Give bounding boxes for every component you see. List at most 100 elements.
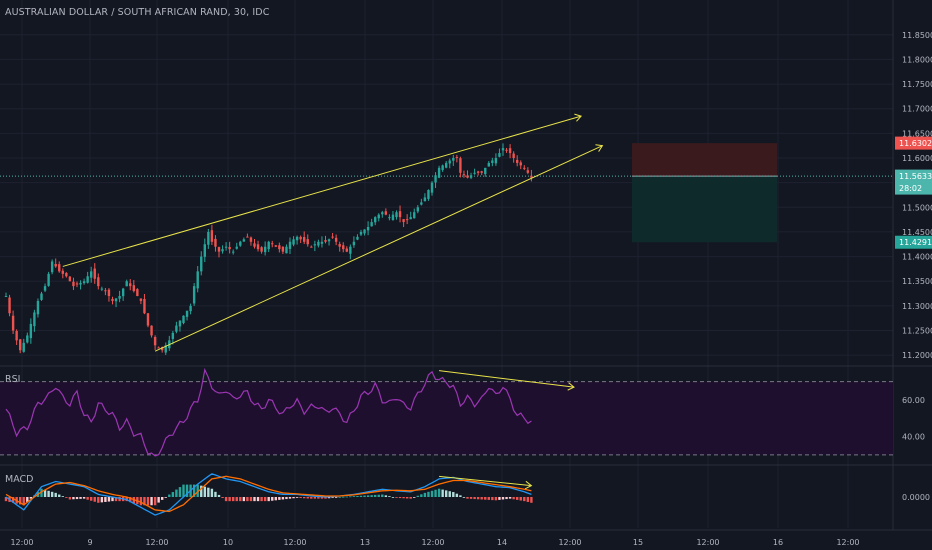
macd-histogram-bar: [242, 497, 246, 502]
macd-histogram-bar: [196, 484, 199, 497]
candle-up: [242, 239, 246, 242]
candle-up: [114, 298, 118, 302]
candle-up: [36, 300, 40, 315]
macd-histogram-bar: [476, 497, 480, 500]
candle-down: [281, 246, 285, 252]
macd-histogram-bar: [118, 497, 121, 502]
candle-down: [107, 289, 111, 296]
macd-histogram-bar: [260, 497, 263, 502]
candle-up: [86, 276, 89, 283]
macd-histogram-bar: [423, 492, 427, 497]
price-tick-label: 11.8000: [902, 55, 932, 64]
macd-histogram-bar: [285, 497, 288, 500]
time-tick-label: 12:00: [10, 538, 33, 547]
macd-histogram-bar: [111, 497, 114, 502]
macd-histogram-bar: [274, 497, 277, 501]
candle-down: [476, 171, 480, 173]
candle-up: [427, 190, 430, 199]
macd-histogram-bar: [146, 497, 150, 506]
candle-down: [228, 247, 231, 250]
price-tick-label: 11.3500: [902, 277, 932, 286]
macd-histogram-bar: [370, 495, 373, 497]
macd-histogram-bar: [320, 497, 324, 499]
macd-histogram-bar: [178, 487, 182, 497]
price-tick-label: 11.2000: [902, 351, 932, 360]
macd-histogram-bar: [441, 489, 444, 497]
macd-histogram-bar: [427, 491, 430, 497]
candle-up: [192, 286, 196, 304]
candle-up: [349, 246, 352, 254]
macd-histogram-bar: [374, 494, 377, 497]
macd-label: MACD: [5, 474, 34, 485]
candle-down: [405, 219, 409, 221]
chart-title: AUSTRALIAN DOLLAR / SOUTH AFRICAN RAND, …: [5, 7, 270, 18]
macd-histogram-bar: [334, 497, 338, 498]
rsi-divergence-line: [439, 370, 575, 388]
candle-down: [153, 337, 157, 346]
candle-up: [320, 241, 324, 244]
candle-down: [249, 237, 253, 242]
time-tick-label: 10: [223, 538, 233, 547]
candle-down: [214, 238, 217, 247]
candle-up: [47, 273, 50, 286]
candle-up: [203, 244, 206, 257]
macd-histogram-bar: [516, 497, 519, 500]
candle-up: [452, 158, 455, 161]
candle-up: [448, 160, 451, 164]
candle-down: [324, 240, 327, 242]
candle-down: [65, 272, 68, 277]
candle-up: [164, 345, 167, 353]
candle-down: [68, 276, 72, 282]
candle-down: [274, 245, 277, 247]
candle-down: [58, 264, 61, 272]
price-tick-label: 11.7500: [902, 80, 932, 89]
candle-up: [171, 332, 175, 339]
macd-histogram-bar: [107, 497, 111, 502]
candle-down: [246, 236, 249, 238]
candle-down: [530, 175, 533, 178]
macd-histogram-bar: [82, 497, 86, 499]
macd-histogram-bar: [239, 497, 242, 502]
macd-histogram-bar: [342, 496, 345, 498]
price-tick-label: 11.6000: [902, 154, 932, 163]
macd-histogram-bar: [235, 497, 238, 502]
macd-histogram-bar: [494, 497, 498, 501]
target-price-badge: [895, 235, 932, 249]
candle-up: [441, 165, 444, 170]
candle-up: [416, 207, 419, 212]
rsi-label: RSI: [5, 374, 21, 385]
macd-histogram-bar: [253, 497, 256, 502]
candle-down: [129, 283, 132, 287]
candle-up: [391, 214, 395, 221]
candle-up: [363, 229, 366, 234]
candle-up: [292, 239, 295, 245]
time-tick-label: 12:00: [421, 538, 444, 547]
candle-down: [512, 153, 515, 158]
macd-histogram-bar: [349, 496, 352, 498]
candle-down: [161, 347, 164, 351]
candle-up: [100, 288, 104, 290]
candle-up: [473, 172, 476, 174]
candle-up: [366, 227, 370, 231]
candle-up: [327, 239, 331, 242]
candle-down: [111, 298, 114, 301]
macd-histogram-bar: [40, 488, 43, 497]
candle-up: [196, 271, 199, 289]
macd-histogram-bar: [232, 497, 235, 502]
candle-down: [455, 156, 459, 158]
macd-histogram-bar: [395, 497, 398, 498]
candle-down: [19, 339, 22, 351]
price-tick-label: 11.8500: [902, 31, 932, 40]
candle-down: [143, 298, 146, 314]
candle-up: [501, 148, 505, 151]
macd-histogram-bar: [356, 495, 359, 497]
macd-histogram-bar: [246, 497, 249, 502]
candle-down: [459, 158, 462, 173]
take-profit-zone: [632, 176, 777, 243]
macd-divergence-line-arrowhead: [524, 480, 533, 490]
candle-up: [50, 261, 54, 273]
rsi-tick-label: 60.00: [902, 396, 925, 405]
macd-histogram-bar: [97, 497, 100, 503]
time-tick-label: 16: [773, 538, 783, 547]
